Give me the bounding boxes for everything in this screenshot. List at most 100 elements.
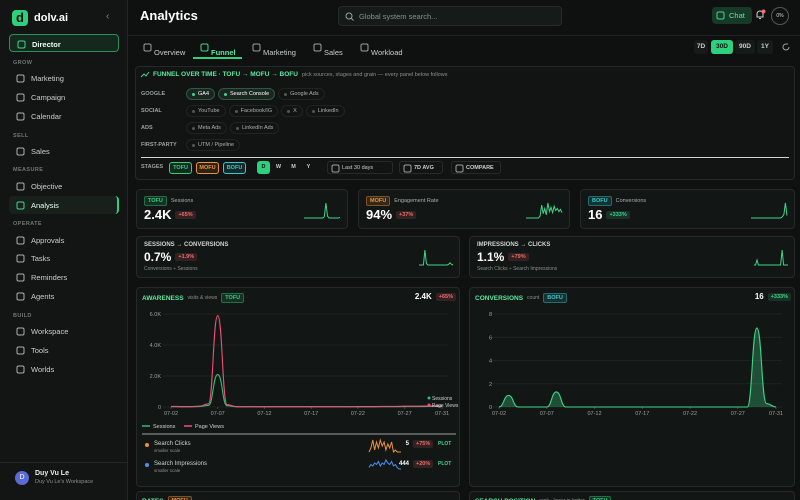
x-tick-label: 07-02: [492, 411, 506, 417]
series-line: [170, 314, 443, 408]
nav-label: Workspace: [31, 327, 69, 336]
source-chip[interactable]: LinkedIn: [305, 105, 345, 117]
source-chip[interactable]: LinkedIn Ads: [229, 122, 280, 134]
kpi-value-row: 16 +333%: [588, 207, 630, 222]
grain-button[interactable]: Y: [306, 164, 311, 170]
source-chip[interactable]: X: [281, 105, 303, 117]
icon: [716, 11, 725, 20]
nav-item[interactable]: Tasks: [9, 249, 119, 267]
sparkline-line: [754, 249, 788, 266]
nav-item[interactable]: Marketing: [9, 69, 119, 87]
nav-item[interactable]: Campaign: [9, 88, 119, 106]
grain-button[interactable]: W: [275, 164, 282, 170]
submetric-label: Search Impressions: [154, 461, 208, 467]
icon-shape: [716, 11, 725, 20]
stage-tag: BOFU: [588, 196, 612, 206]
sidebar: d dolv.ai ‹ Director GROW Marketing Campaign Ca…: [0, 0, 128, 500]
collapse[interactable]: ‹: [106, 11, 110, 22]
icon: [252, 43, 261, 52]
sparkline-line: [751, 202, 788, 219]
nav-item[interactable]: Sales: [9, 142, 119, 160]
bell-glyph: [756, 10, 764, 19]
stage-chip[interactable]: TOFU: [169, 162, 192, 174]
source-chip[interactable]: Facebook/IG: [228, 105, 279, 117]
user-status[interactable]: 0%: [771, 7, 789, 25]
nav-label: Worlds: [31, 365, 55, 374]
nav-item[interactable]: Reminders: [9, 268, 119, 286]
ratio-note: Conversions ÷ Sessions: [144, 266, 198, 272]
nav-item[interactable]: Workspace: [9, 322, 119, 340]
funnel-header: FUNNEL OVER TIME · TOFU → MOFU → BOFU pic…: [140, 71, 447, 78]
source-chip[interactable]: Google Ads: [278, 88, 325, 100]
chip-dot: [284, 92, 288, 96]
compare-toggle[interactable]: COMPARE: [451, 161, 501, 174]
source-chip[interactable]: UTM / Pipeline: [186, 139, 241, 151]
nav-item[interactable]: Objective: [9, 177, 119, 195]
source-chip[interactable]: Meta Ads: [186, 122, 227, 134]
icon-shape: [16, 273, 25, 281]
x-tick-label: 07-27: [731, 411, 745, 417]
nav-item[interactable]: Director: [9, 34, 119, 52]
stage-chip[interactable]: MOFU: [196, 162, 219, 174]
range-button[interactable]: 7D: [694, 40, 708, 54]
tab[interactable]: Funnel: [193, 42, 242, 59]
x-tick-label: 07-31: [435, 411, 449, 417]
icon-shape: [313, 43, 322, 52]
trend-icon: [140, 71, 150, 77]
tab[interactable]: Sales: [313, 42, 343, 57]
search-box[interactable]: Global system search...: [338, 6, 562, 26]
chip-dot: [192, 143, 195, 147]
chart-subtitle: visits & views: [187, 295, 218, 301]
grain-button[interactable]: D: [257, 161, 270, 174]
sparkline: [751, 202, 788, 219]
x-tick-label: 07-07: [211, 411, 225, 417]
nav-label: Director: [32, 40, 61, 49]
range-button[interactable]: 1Y: [757, 40, 773, 54]
plot-button[interactable]: PLOT: [438, 441, 452, 447]
ratio-title: SESSIONS → CONVERSIONS: [144, 242, 229, 248]
nav-item[interactable]: Agents: [9, 287, 119, 305]
chart-title: SEARCH POSITION: [475, 498, 535, 500]
stage-chip[interactable]: BOFU: [223, 162, 246, 174]
nav-label: Marketing: [31, 74, 64, 83]
source-chip[interactable]: YouTube: [186, 105, 226, 117]
tab[interactable]: Workload: [360, 42, 403, 57]
source-chip[interactable]: GA4: [186, 88, 216, 100]
y-tick-label: 4.0K: [150, 343, 162, 349]
stage-tag: MOFU: [167, 496, 192, 500]
nav-item[interactable]: Calendar: [9, 107, 119, 125]
submetric-note: smaller scale: [154, 468, 181, 473]
nav-label: Calendar: [31, 112, 62, 121]
icon: [313, 43, 322, 52]
avg-toggle[interactable]: 7D AVG: [399, 161, 443, 174]
y-tick-label: 2: [489, 382, 492, 388]
nav-label: Reminders: [31, 273, 68, 282]
range-button[interactable]: 90D: [735, 40, 755, 54]
nav-item[interactable]: Approvals: [9, 231, 119, 249]
submetric-value: 5: [405, 441, 409, 447]
delta-badge: +20%: [413, 460, 434, 468]
legend-dot: [427, 396, 431, 400]
nav-item[interactable]: Tools: [9, 341, 119, 359]
source-row: FIRST-PARTY UTM / Pipeline: [141, 139, 243, 151]
nav-section: GROW: [13, 60, 33, 66]
nav-item[interactable]: Analysis: [9, 196, 119, 214]
tab[interactable]: Overview: [143, 42, 185, 57]
y-tick-label: 0: [489, 405, 492, 411]
icon: [455, 164, 464, 173]
chat-button[interactable]: Chat: [712, 7, 752, 24]
ratio-title: IMPRESSIONS → CLICKS: [477, 242, 551, 248]
nav-label: Sales: [31, 147, 50, 156]
chart-head: AWARENESS visits & views TOFU: [142, 293, 245, 303]
grain-button[interactable]: M: [291, 164, 296, 170]
chip-label: Search Console: [230, 91, 270, 97]
range-button[interactable]: 30D: [711, 40, 733, 54]
tab[interactable]: Marketing: [252, 42, 296, 57]
period-select[interactable]: Last 30 days: [327, 161, 393, 174]
plot-button[interactable]: PLOT: [438, 461, 452, 467]
nav-item[interactable]: Worlds: [9, 360, 119, 378]
chart-card: CONVERSIONS count BOFU 16 +333% 0 2 4 6 8 07-02 07-…: [469, 287, 795, 487]
source-chip[interactable]: Search Console: [218, 88, 276, 100]
stage-tag: TOFU: [221, 293, 245, 303]
icon-shape: [16, 254, 25, 262]
